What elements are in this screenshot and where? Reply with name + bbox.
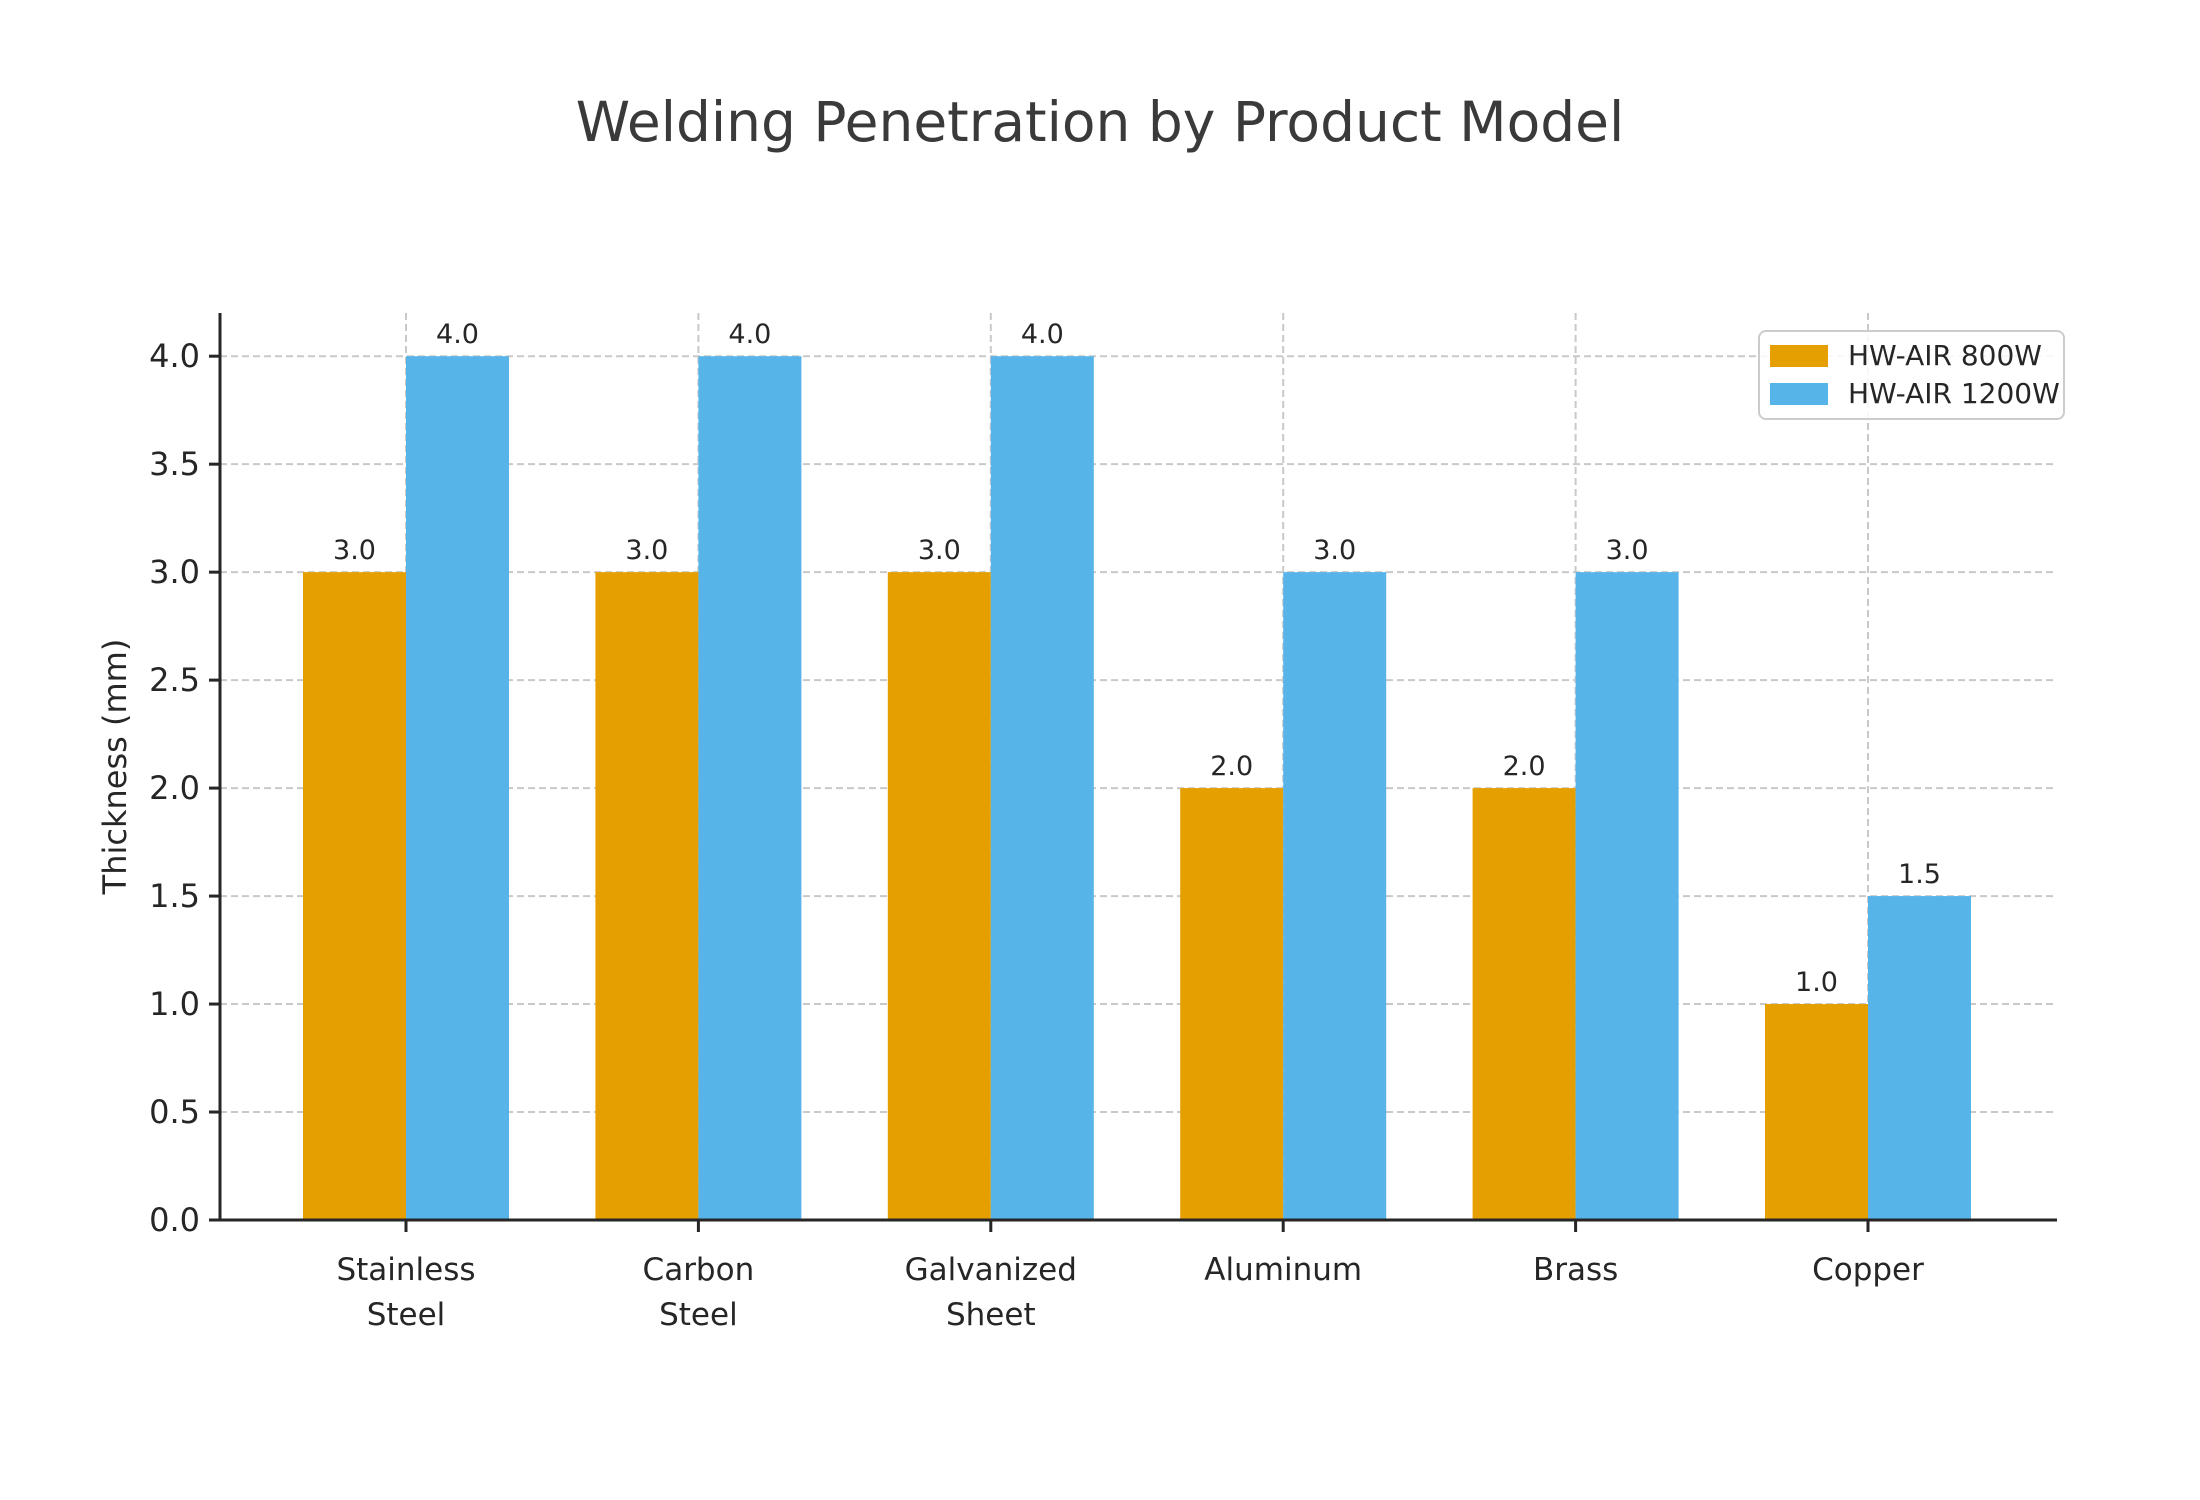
bar-value-label: 4.0 xyxy=(436,319,479,350)
y-tick-label: 3.5 xyxy=(149,445,200,483)
bar-series-1 xyxy=(406,356,509,1220)
chart-title: Welding Penetration by Product Model xyxy=(575,90,1625,154)
legend: HW-AIR 800W HW-AIR 1200W xyxy=(1758,330,2065,420)
bar-series-1 xyxy=(1575,572,1679,1220)
bar-series-0 xyxy=(303,572,406,1220)
y-tick-label: 2.5 xyxy=(149,661,200,699)
bar-series-1 xyxy=(1868,896,1971,1220)
y-tick-label: 0.5 xyxy=(149,1093,200,1131)
bar-series-0 xyxy=(1472,788,1576,1220)
bar-value-label: 3.0 xyxy=(625,535,668,566)
bar-series-1 xyxy=(698,356,802,1220)
x-tick-label: Carbon Steel xyxy=(643,1252,755,1333)
bar-value-label: 2.0 xyxy=(1210,751,1253,782)
bar-value-label: 3.0 xyxy=(1606,535,1649,566)
bar-series-1 xyxy=(990,356,1094,1220)
x-tick-label: Stainless Steel xyxy=(336,1252,475,1333)
y-tick-label: 4.0 xyxy=(149,337,200,375)
legend-item: HW-AIR 800W xyxy=(1770,342,2063,370)
bar-series-0 xyxy=(595,572,699,1220)
y-tick-label: 1.0 xyxy=(149,985,200,1023)
bar-series-0 xyxy=(887,572,991,1220)
y-tick-label: 0.0 xyxy=(149,1201,200,1239)
legend-label-series-1: HW-AIR 1200W xyxy=(1848,377,2060,410)
legend-label-series-0: HW-AIR 800W xyxy=(1848,339,2042,372)
legend-swatch-series-1 xyxy=(1770,383,1828,405)
bar-series-1 xyxy=(1283,572,1387,1220)
x-tick-label: Galvanized Sheet xyxy=(905,1252,1077,1333)
legend-swatch-series-0 xyxy=(1770,345,1828,367)
x-tick-label: Aluminum xyxy=(1204,1252,1362,1288)
y-tick-label: 2.0 xyxy=(149,769,200,807)
bar-value-label: 1.5 xyxy=(1898,859,1941,890)
bar-series-0 xyxy=(1765,1004,1868,1220)
bar-value-label: 4.0 xyxy=(728,319,771,350)
bar-value-label: 1.0 xyxy=(1795,967,1838,998)
bar-value-label: 3.0 xyxy=(1313,535,1356,566)
bar-value-label: 4.0 xyxy=(1021,319,1064,350)
bar-value-label: 2.0 xyxy=(1503,751,1546,782)
x-tick-label: Copper xyxy=(1812,1252,1924,1288)
y-axis-label: Thickness (mm) xyxy=(96,639,134,896)
bar-value-label: 3.0 xyxy=(918,535,961,566)
bar-value-label: 3.0 xyxy=(333,535,376,566)
legend-item: HW-AIR 1200W xyxy=(1770,380,2063,408)
x-tick-label: Brass xyxy=(1533,1252,1618,1288)
y-tick-label: 3.0 xyxy=(149,553,200,591)
y-tick-label: 1.5 xyxy=(149,877,200,915)
bar-series-0 xyxy=(1180,788,1284,1220)
